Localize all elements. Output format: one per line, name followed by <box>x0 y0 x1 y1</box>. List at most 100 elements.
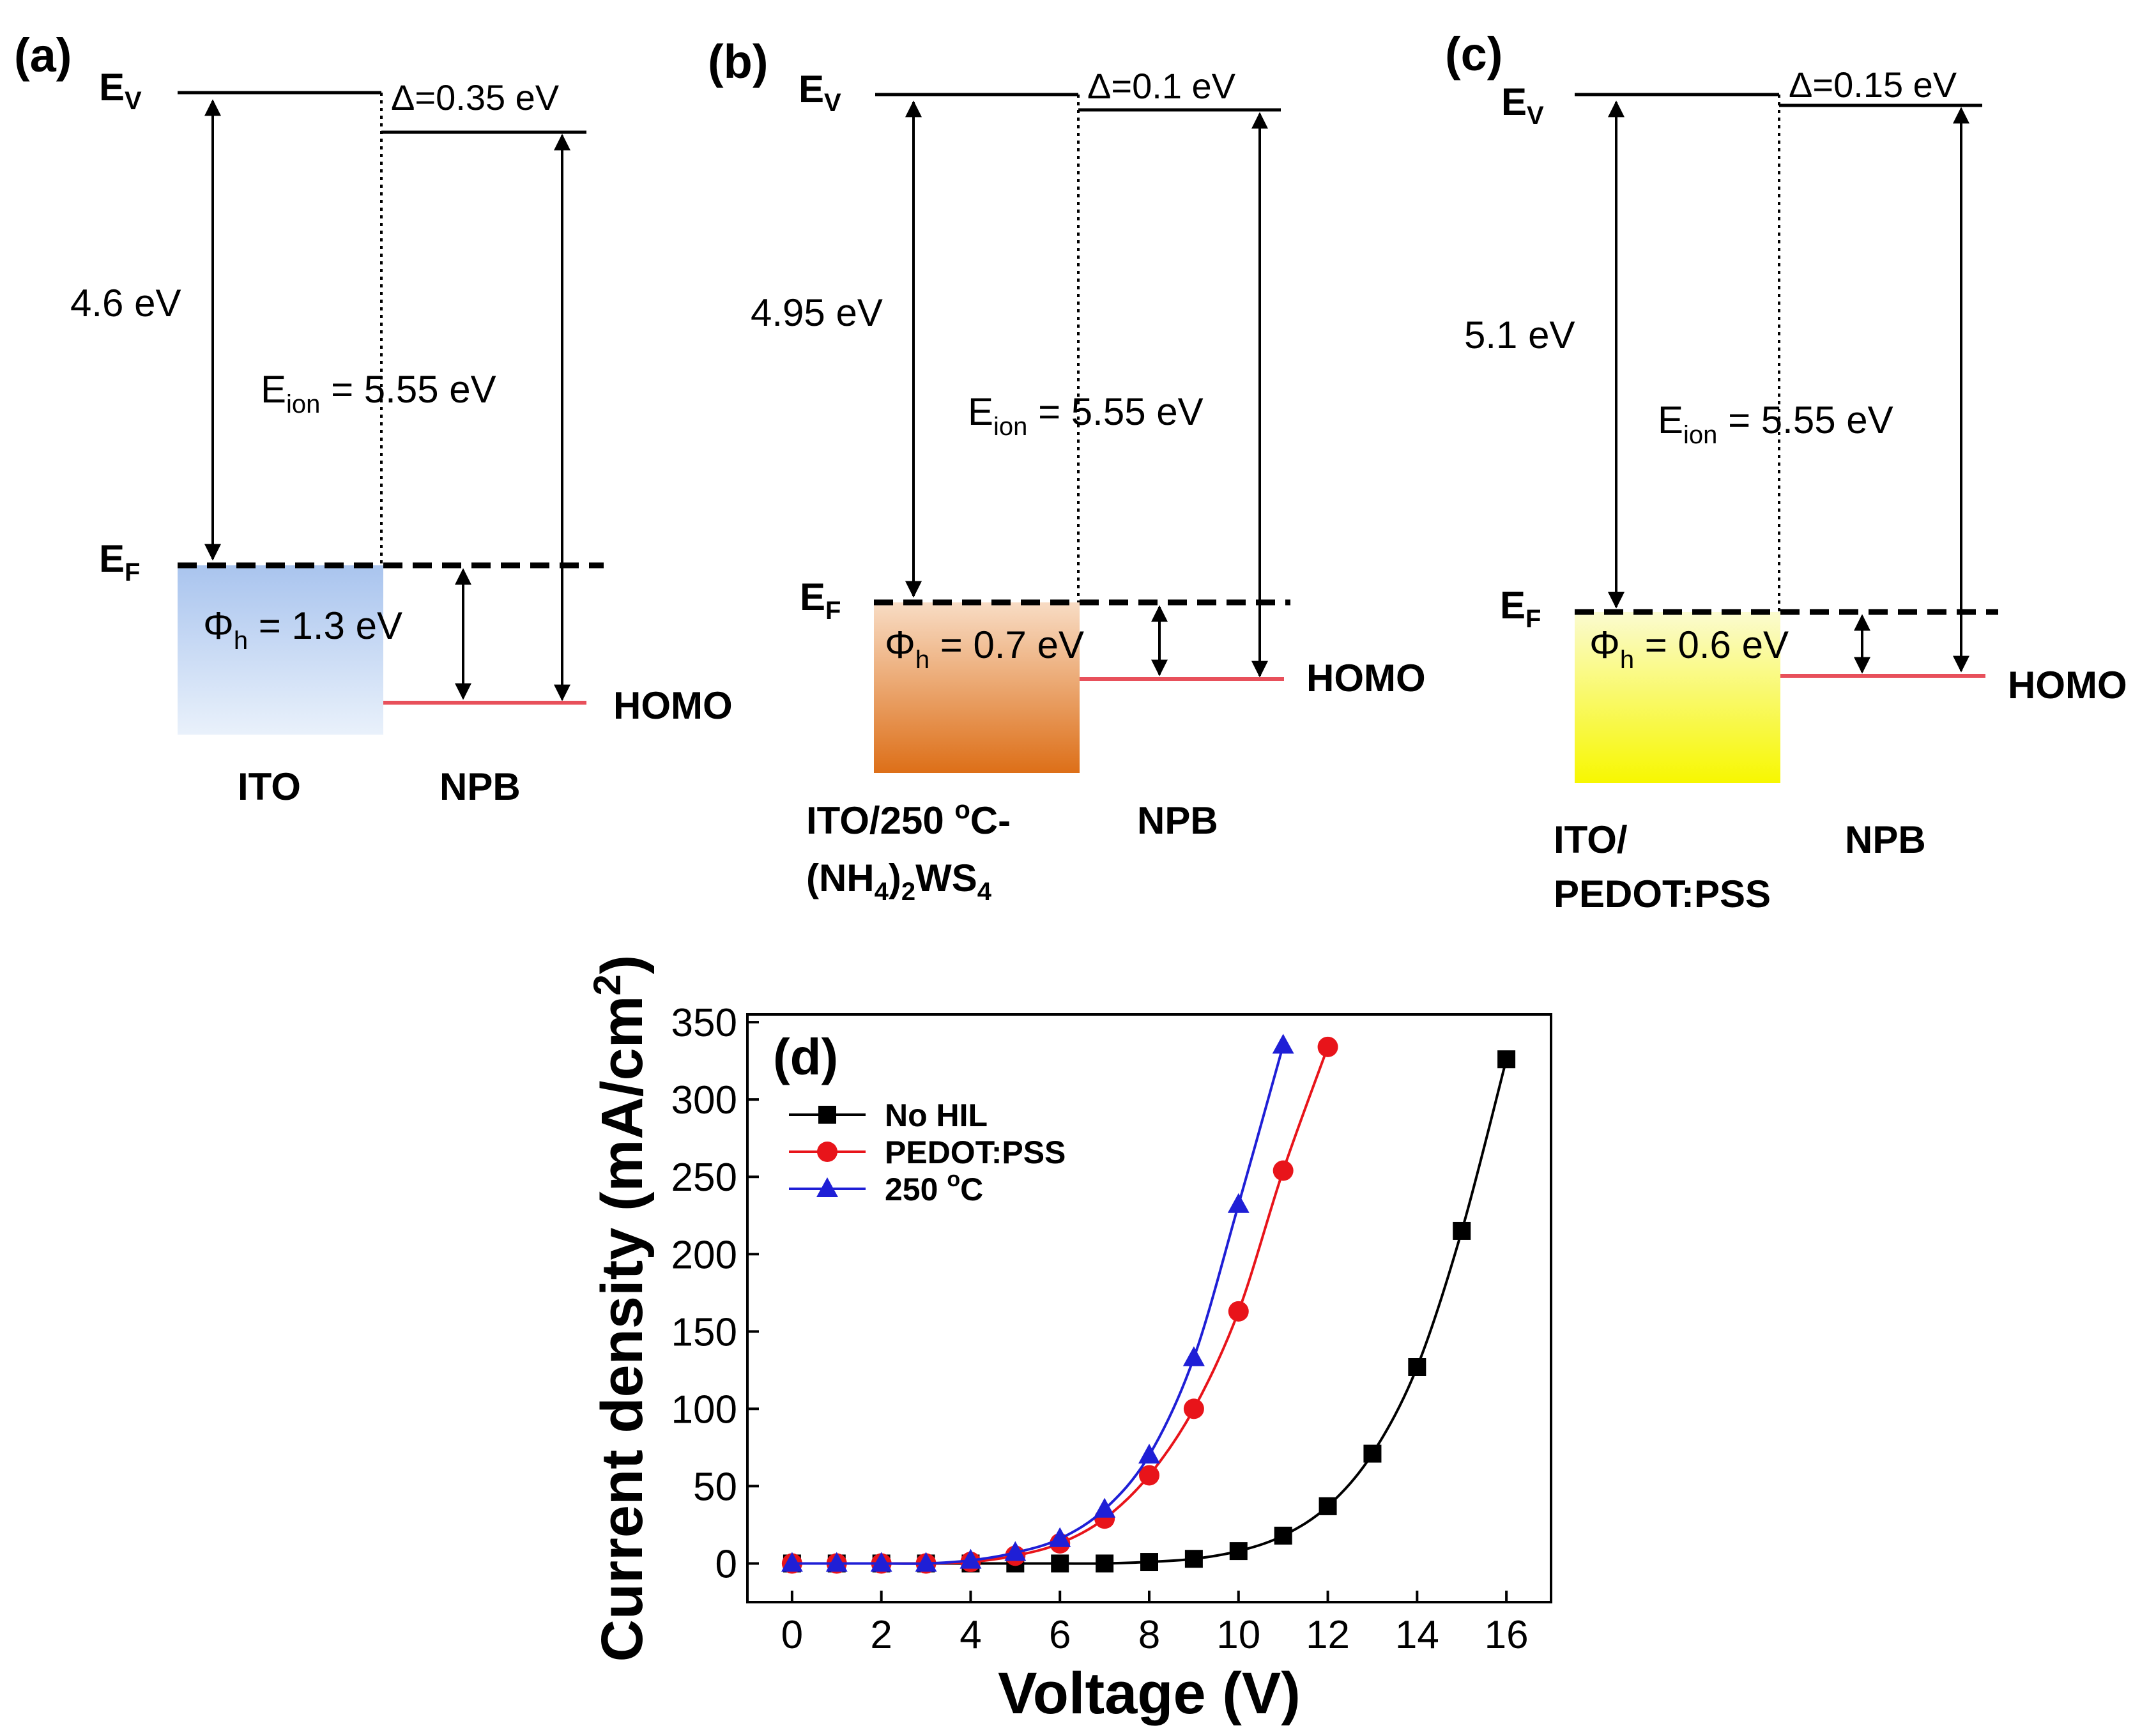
y-axis-title: Current density (mA/cm2) <box>586 955 655 1662</box>
data-point <box>1094 1497 1116 1518</box>
panel-c-homo-label: HOMO <box>2008 664 2127 707</box>
y-tick-label: 100 <box>671 1387 737 1432</box>
panel-b-ef-label: EF <box>800 576 841 625</box>
data-point <box>1183 1398 1204 1419</box>
data-point <box>915 1552 937 1572</box>
series-2 <box>781 1034 1294 1572</box>
data-point <box>870 1552 892 1572</box>
panel-b-label: (b) <box>708 35 768 88</box>
panel-c-ef-label: EF <box>1500 584 1541 633</box>
x-tick-label: 12 <box>1306 1613 1350 1657</box>
x-tick-label: 14 <box>1395 1613 1439 1657</box>
panel-a: (a) EV Δ=0.35 eV 4.6 eV Eion = 5.55 eV E… <box>14 29 733 808</box>
legend-label: PEDOT:PSS <box>885 1135 1066 1170</box>
x-tick-label: 2 <box>870 1613 892 1657</box>
data-point <box>1408 1358 1426 1376</box>
legend-label: 250 oC <box>885 1167 983 1207</box>
data-point <box>1228 1301 1249 1322</box>
panel-b-homo-label: HOMO <box>1306 657 1426 699</box>
panel-a-eion: Eion = 5.55 eV <box>261 368 496 418</box>
data-point <box>825 1552 848 1572</box>
panel-a-label: (a) <box>14 29 72 82</box>
x-tick-label: 4 <box>959 1613 981 1657</box>
panel-b-electrode-label-line2: (NH4)2WS4 <box>806 857 992 906</box>
data-point <box>1453 1221 1471 1240</box>
data-point <box>1272 1034 1294 1054</box>
panel-a-organic-label: NPB <box>440 765 521 808</box>
data-point <box>1229 1542 1248 1561</box>
x-tick-label: 16 <box>1485 1613 1529 1657</box>
x-axis-title: Voltage (V) <box>998 1661 1301 1726</box>
y-tick-label: 250 <box>671 1156 737 1200</box>
panel-c-electrode-label-line1: ITO/ <box>1554 818 1628 861</box>
panel-b-delta: Δ=0.1 eV <box>1087 66 1236 106</box>
series-1 <box>781 1036 1338 1574</box>
data-point <box>1319 1497 1337 1515</box>
y-axis: 0 50 100 150 200 250 300 350 <box>671 1001 759 1586</box>
y-tick-label: 300 <box>671 1078 737 1122</box>
data-point <box>1139 1465 1159 1486</box>
panel-c-ev-label: EV <box>1501 80 1544 130</box>
legend-label: No HIL <box>885 1097 988 1133</box>
panel-a-delta: Δ=0.35 eV <box>391 77 560 118</box>
panel-b-phi: Φh = 0.7 eV <box>885 623 1084 674</box>
y-tick-label: 0 <box>715 1542 737 1586</box>
panel-a-electrode-box <box>178 565 383 735</box>
legend-marker <box>816 1177 838 1197</box>
data-point <box>1140 1553 1158 1571</box>
panel-c-phi: Φh = 0.6 eV <box>1589 623 1789 674</box>
panel-c-eion: Eion = 5.55 eV <box>1658 399 1893 449</box>
legend-entry: No HIL <box>789 1097 988 1133</box>
data-point <box>1363 1444 1382 1463</box>
panel-a-work-function: 4.6 eV <box>70 282 181 325</box>
data-point <box>959 1548 982 1569</box>
panel-b: (b) EV Δ=0.1 eV 4.95 eV Eion = 5.55 eV E… <box>708 35 1426 906</box>
y-tick-label: 200 <box>671 1233 737 1277</box>
plot-frame <box>746 1013 1552 1603</box>
panel-a-ef-label: EF <box>99 537 140 586</box>
series-layer <box>781 1034 1516 1574</box>
data-point <box>1004 1541 1027 1561</box>
data-point <box>1049 1527 1071 1547</box>
panel-c-electrode-label-line2: PEDOT:PSS <box>1554 873 1771 915</box>
y-tick-label: 50 <box>693 1465 737 1509</box>
series-line <box>791 1044 1285 1565</box>
data-point <box>781 1552 803 1572</box>
panel-a-ev-label: EV <box>99 66 142 115</box>
x-tick-label: 10 <box>1216 1613 1260 1657</box>
panel-c: (c) EV Δ=0.15 eV 5.1 eV Eion = 5.55 eV E… <box>1445 27 2127 915</box>
data-point <box>1317 1036 1338 1057</box>
panel-b-work-function: 4.95 eV <box>751 291 883 334</box>
x-axis: 0 2 4 6 8 10 12 14 16 <box>781 1591 1529 1657</box>
panel-c-organic-label: NPB <box>1845 818 1926 861</box>
data-point <box>1273 1160 1294 1181</box>
data-point <box>1096 1554 1114 1573</box>
panel-b-ev-label: EV <box>799 68 841 117</box>
x-tick-label: 8 <box>1138 1613 1160 1657</box>
legend-marker <box>818 1106 836 1124</box>
series-line <box>791 1046 1329 1565</box>
data-point <box>1497 1050 1516 1069</box>
chart-panel-label: (d) <box>773 1028 838 1085</box>
y-tick-label: 350 <box>671 1001 737 1045</box>
legend-entry: PEDOT:PSS <box>789 1135 1066 1170</box>
legend-marker <box>817 1142 837 1162</box>
panel-c-label: (c) <box>1445 27 1502 80</box>
panel-b-electrode-box <box>874 602 1080 773</box>
y-tick-label: 150 <box>671 1310 737 1354</box>
data-point <box>1138 1444 1160 1464</box>
panel-a-homo-label: HOMO <box>613 684 733 727</box>
x-tick-label: 6 <box>1049 1613 1071 1657</box>
data-point <box>1274 1526 1292 1545</box>
data-point <box>1227 1193 1250 1213</box>
data-point <box>1182 1346 1205 1366</box>
panel-c-delta: Δ=0.15 eV <box>1789 65 1957 105</box>
panel-c-electrode-box <box>1575 612 1780 783</box>
data-point <box>1184 1550 1203 1568</box>
panel-a-electrode-label: ITO <box>238 765 301 808</box>
x-tick-label: 0 <box>781 1613 803 1657</box>
legend-entry: 250 oC <box>789 1167 983 1207</box>
